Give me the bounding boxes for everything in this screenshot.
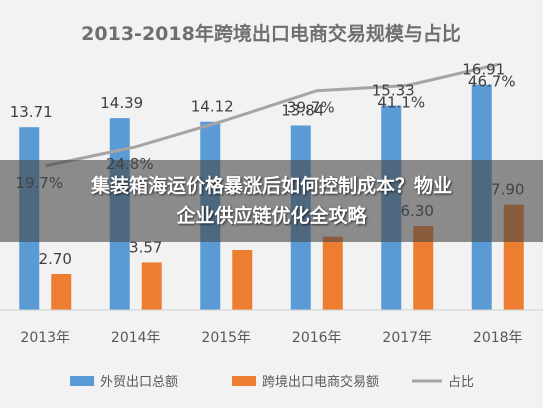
label-ecommerce-1: 3.57 bbox=[129, 238, 162, 256]
label-exports-0: 13.71 bbox=[10, 103, 53, 121]
x-tick-labels: 2013年 2014年 2015年 2016年 2017年 2018年 bbox=[20, 330, 522, 346]
headline-line-2: 企业供应链优化全攻略 bbox=[176, 205, 367, 227]
x-tick-5: 2018年 bbox=[473, 330, 523, 346]
x-tick-3: 2016年 bbox=[292, 330, 342, 346]
label-share-4: 41.1% bbox=[377, 93, 425, 111]
chart-title: 2013-2018年跨境出口电商交易规模与占比 bbox=[81, 22, 461, 45]
share-line bbox=[44, 62, 499, 168]
bar-ecommerce-2 bbox=[232, 250, 253, 310]
share-line-layer bbox=[44, 62, 499, 168]
bar-ecommerce-4 bbox=[413, 226, 434, 310]
legend: 外贸出口总额 跨境出口电商交易额 占比 bbox=[70, 374, 474, 390]
label-share-3: 39.7% bbox=[287, 99, 335, 117]
bar-ecommerce-3 bbox=[322, 236, 343, 310]
label-exports-1: 14.39 bbox=[100, 94, 143, 112]
x-tick-2: 2015年 bbox=[201, 330, 251, 346]
x-tick-0: 2013年 bbox=[20, 330, 70, 346]
legend-label-1: 跨境出口电商交易额 bbox=[262, 374, 379, 390]
legend-swatch-0 bbox=[70, 376, 94, 386]
label-ecommerce-0: 2.70 bbox=[39, 250, 72, 268]
label-exports-3: 13.84 bbox=[281, 101, 324, 119]
label-exports-5: 16.91 bbox=[462, 61, 505, 79]
headline-banner: 集装箱海运价格暴涨后如何控制成本？物业 企业供应链优化全攻略 bbox=[0, 160, 543, 242]
label-share-5: 46.7% bbox=[468, 72, 516, 90]
x-tick-1: 2014年 bbox=[111, 330, 161, 346]
legend-label-0: 外贸出口总额 bbox=[100, 375, 178, 390]
bar-ecommerce-1 bbox=[141, 262, 162, 310]
legend-label-2: 占比 bbox=[448, 375, 474, 390]
x-tick-4: 2017年 bbox=[382, 330, 432, 346]
label-exports-4: 15.33 bbox=[372, 82, 415, 100]
legend-swatch-1 bbox=[232, 376, 256, 386]
bar-ecommerce-0 bbox=[51, 274, 72, 310]
headline-line-1: 集装箱海运价格暴涨后如何控制成本？物业 bbox=[90, 175, 452, 197]
label-exports-2: 14.12 bbox=[191, 98, 234, 116]
